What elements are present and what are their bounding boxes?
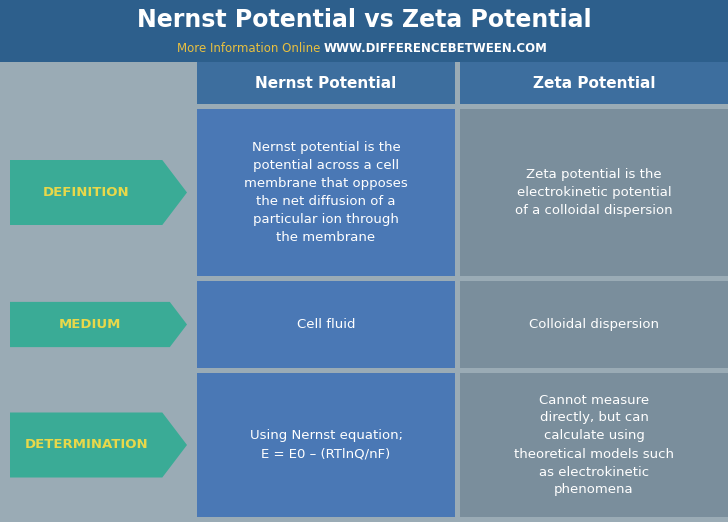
- Text: Nernst Potential: Nernst Potential: [256, 76, 397, 90]
- FancyBboxPatch shape: [460, 62, 728, 104]
- Text: DETERMINATION: DETERMINATION: [24, 438, 148, 452]
- Text: More Information Online: More Information Online: [177, 42, 320, 55]
- Text: Cell fluid: Cell fluid: [297, 318, 355, 331]
- Polygon shape: [10, 412, 187, 478]
- Text: MEDIUM: MEDIUM: [59, 318, 121, 331]
- FancyBboxPatch shape: [197, 281, 455, 368]
- Text: Zeta Potential: Zeta Potential: [533, 76, 655, 90]
- FancyBboxPatch shape: [197, 373, 455, 517]
- Text: WWW.DIFFERENCEBETWEEN.COM: WWW.DIFFERENCEBETWEEN.COM: [324, 42, 548, 55]
- FancyBboxPatch shape: [197, 109, 455, 276]
- FancyBboxPatch shape: [460, 281, 728, 368]
- FancyBboxPatch shape: [460, 373, 728, 517]
- Text: Nernst potential is the
potential across a cell
membrane that opposes
the net di: Nernst potential is the potential across…: [244, 141, 408, 244]
- Text: Nernst Potential vs Zeta Potential: Nernst Potential vs Zeta Potential: [137, 8, 591, 32]
- Polygon shape: [10, 160, 187, 225]
- Text: DEFINITION: DEFINITION: [43, 186, 130, 199]
- Text: Cannot measure
directly, but can
calculate using
theoretical models such
as elec: Cannot measure directly, but can calcula…: [514, 394, 674, 496]
- FancyBboxPatch shape: [0, 0, 728, 62]
- Text: Colloidal dispersion: Colloidal dispersion: [529, 318, 659, 331]
- Text: Zeta potential is the
electrokinetic potential
of a colloidal dispersion: Zeta potential is the electrokinetic pot…: [515, 168, 673, 217]
- Polygon shape: [10, 302, 187, 347]
- FancyBboxPatch shape: [460, 109, 728, 276]
- FancyBboxPatch shape: [197, 62, 455, 104]
- Text: Using Nernst equation;
E = E0 – (RTlnQ/nF): Using Nernst equation; E = E0 – (RTlnQ/n…: [250, 430, 403, 460]
